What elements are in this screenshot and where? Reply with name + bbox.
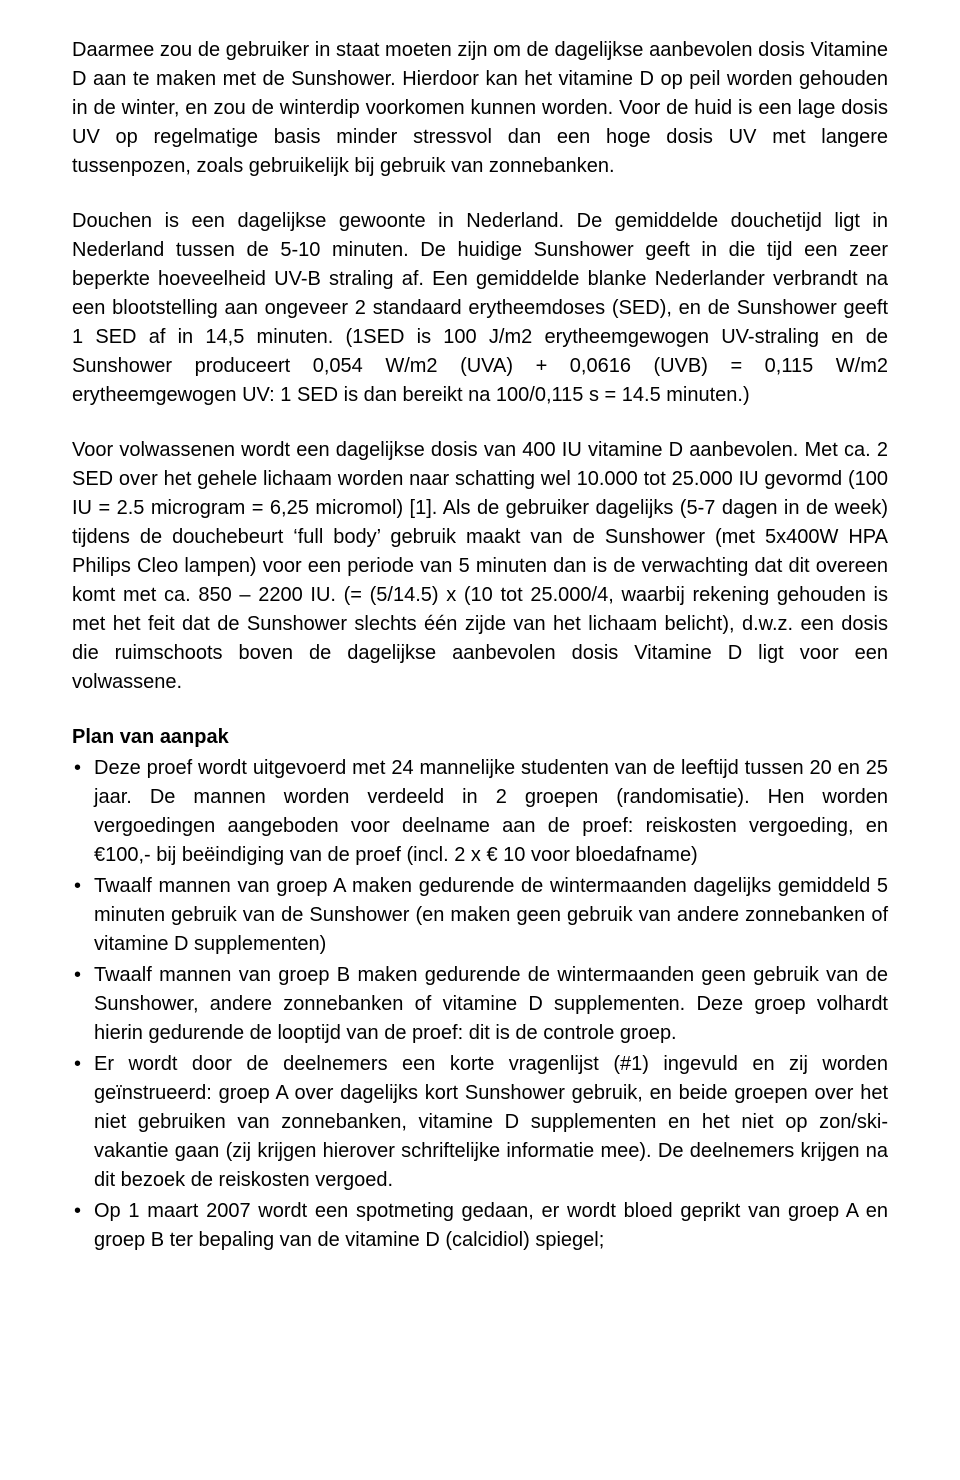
plan-heading: Plan van aanpak xyxy=(72,723,888,752)
plan-item: Twaalf mannen van groep A maken gedurend… xyxy=(72,872,888,959)
plan-item: Op 1 maart 2007 wordt een spotmeting ged… xyxy=(72,1197,888,1255)
paragraph-3: Voor volwassenen wordt een dagelijkse do… xyxy=(72,436,888,697)
plan-list: Deze proef wordt uitgevoerd met 24 manne… xyxy=(72,754,888,1255)
plan-item: Er wordt door de deelnemers een korte vr… xyxy=(72,1050,888,1195)
plan-section: Plan van aanpak Deze proef wordt uitgevo… xyxy=(72,723,888,1255)
paragraph-2: Douchen is een dagelijkse gewoonte in Ne… xyxy=(72,207,888,410)
paragraph-1: Daarmee zou de gebruiker in staat moeten… xyxy=(72,36,888,181)
plan-item: Twaalf mannen van groep B maken gedurend… xyxy=(72,961,888,1048)
plan-item: Deze proef wordt uitgevoerd met 24 manne… xyxy=(72,754,888,870)
document-page: Daarmee zou de gebruiker in staat moeten… xyxy=(0,0,960,1297)
